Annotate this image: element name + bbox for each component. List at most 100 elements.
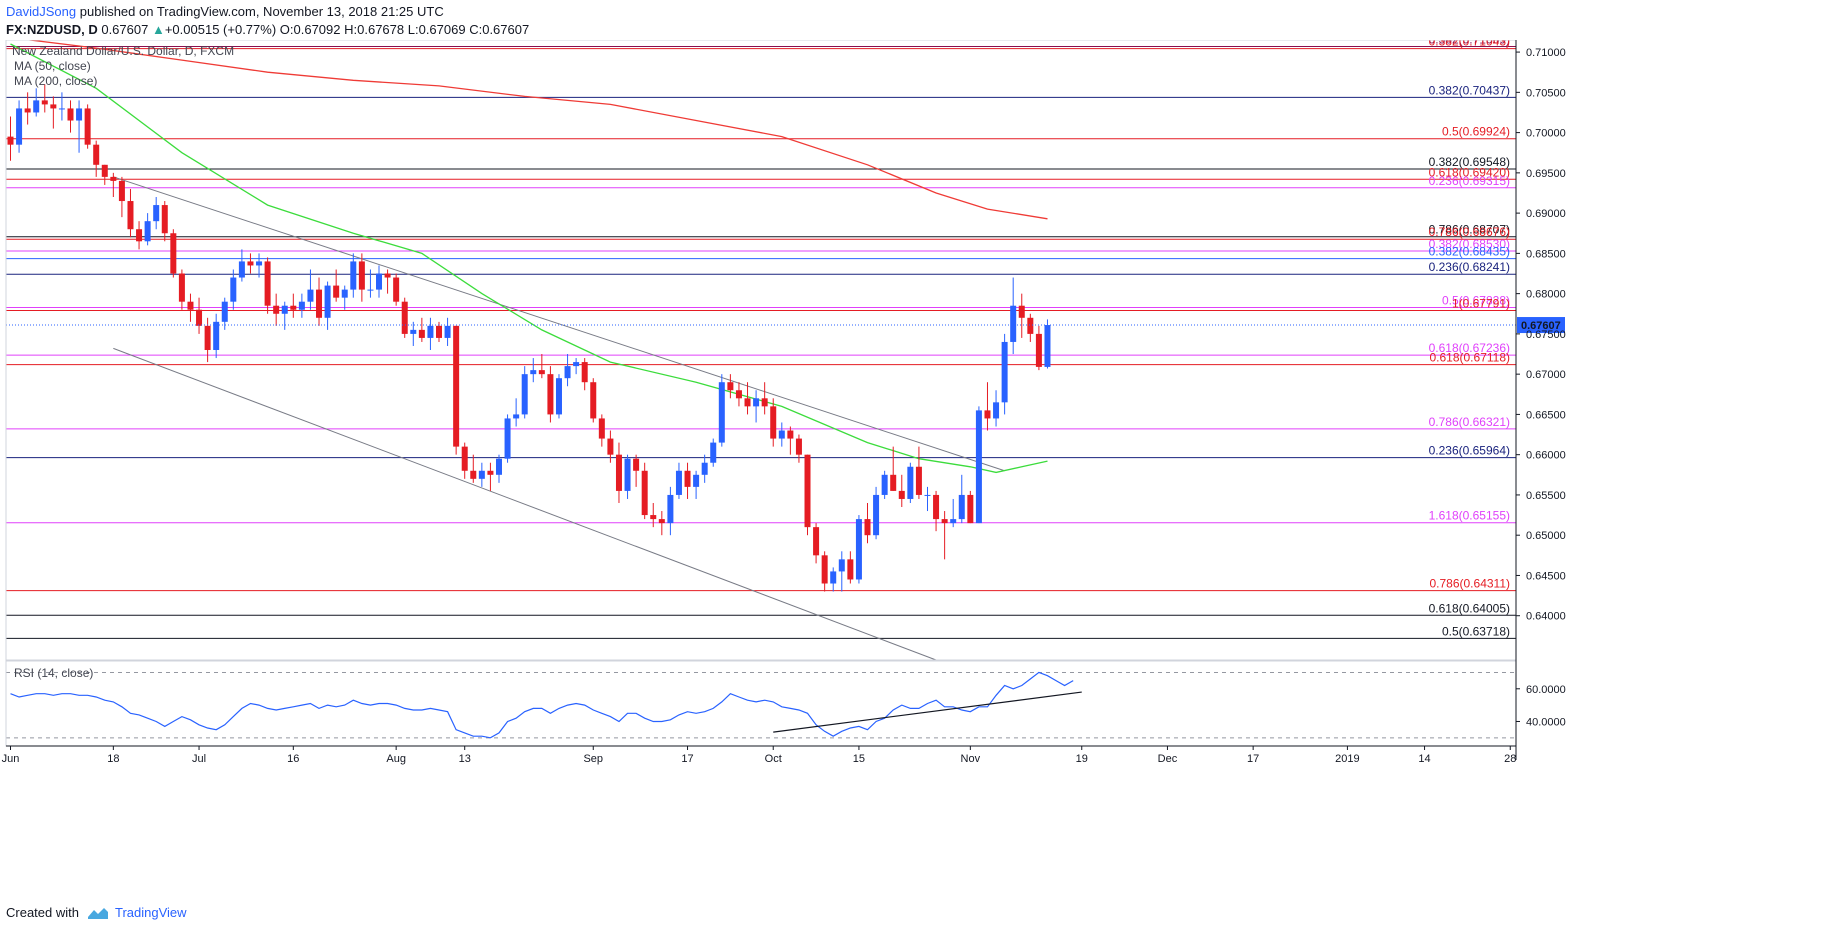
time-tick-label: 16 bbox=[287, 753, 299, 765]
candle-body bbox=[641, 470, 648, 516]
time-tick-label: Dec bbox=[1158, 753, 1178, 765]
candle-body bbox=[958, 494, 965, 520]
candle-body bbox=[376, 273, 383, 290]
price-tick-label: 0.70500 bbox=[1526, 87, 1566, 99]
chart-title: New Zealand Dollar/U.S. Dollar, D, FXCM bbox=[12, 44, 234, 58]
candle-body bbox=[487, 470, 494, 475]
time-tick-label: 17 bbox=[1247, 753, 1259, 765]
price-chart[interactable]: 0.382(0.71069)0.382(0.71043) 0.382(0.7043… bbox=[0, 40, 1828, 902]
candle-body bbox=[213, 321, 220, 350]
rsi-pane[interactable]: RSI (14, close) bbox=[6, 666, 1516, 739]
candle-body bbox=[33, 100, 40, 113]
candle-body bbox=[821, 555, 828, 584]
time-tick-label: 19 bbox=[1076, 753, 1088, 765]
price-tick-label: 0.67000 bbox=[1526, 369, 1566, 381]
time-tick-label: Oct bbox=[765, 753, 782, 765]
symbol-label: FX:NZDUSD, D bbox=[6, 22, 98, 37]
author-link[interactable]: DavidJSong bbox=[6, 4, 77, 19]
candle-body bbox=[581, 362, 588, 383]
candle-body bbox=[684, 470, 691, 487]
candle-body bbox=[453, 325, 460, 447]
change-value: +0.00515 (+0.77%) bbox=[164, 22, 277, 37]
candle-body bbox=[873, 494, 880, 536]
time-tick-label: 2019 bbox=[1335, 753, 1359, 765]
candle-body bbox=[50, 104, 57, 109]
time-tick-label: 15 bbox=[853, 753, 865, 765]
time-tick-label: Aug bbox=[386, 753, 406, 765]
publish-header: DavidJSong published on TradingView.com,… bbox=[6, 4, 444, 20]
candle-body bbox=[1018, 305, 1025, 318]
candle-body bbox=[1001, 341, 1008, 403]
ma200-legend: MA (200, close) bbox=[14, 74, 97, 88]
ma50-legend: MA (50, close) bbox=[14, 59, 91, 73]
candle-body bbox=[298, 301, 305, 310]
time-tick-label: Jun bbox=[2, 753, 20, 765]
candle-body bbox=[735, 390, 742, 399]
main-pane[interactable]: 0.382(0.71069)0.382(0.71043) 0.382(0.7043… bbox=[6, 40, 1516, 661]
tradingview-link[interactable]: TradingView bbox=[114, 905, 187, 920]
level-label: 0.236(0.68241) bbox=[1429, 260, 1510, 274]
footer: Created with TradingView bbox=[6, 905, 187, 920]
candle-body bbox=[101, 164, 108, 177]
candle-body bbox=[787, 430, 794, 439]
candle-body bbox=[761, 398, 768, 407]
last-price: 0.67607 bbox=[101, 22, 149, 37]
level-label: 1(0.67791) bbox=[1452, 296, 1510, 310]
candle-body bbox=[804, 454, 811, 528]
candle-body bbox=[110, 176, 117, 181]
candle-body bbox=[813, 527, 820, 556]
candle-body bbox=[324, 285, 331, 318]
candle-body bbox=[136, 229, 143, 242]
candle-body bbox=[307, 289, 314, 302]
candle-body bbox=[778, 430, 785, 439]
level-label: 0.618(0.67236) bbox=[1429, 341, 1510, 355]
price-tick-label: 0.68500 bbox=[1526, 248, 1566, 260]
price-tick-label: 0.64500 bbox=[1526, 570, 1566, 582]
candle-body bbox=[607, 438, 614, 455]
candle-body bbox=[564, 366, 571, 379]
candle-body bbox=[221, 301, 228, 322]
candle-body bbox=[795, 438, 802, 455]
candle-body bbox=[573, 362, 580, 367]
rsi-trendline bbox=[773, 691, 1082, 733]
candle-body bbox=[915, 466, 922, 495]
candle-body bbox=[178, 273, 185, 302]
candle-body bbox=[744, 398, 751, 407]
level-label: 1.618(0.65155) bbox=[1429, 509, 1510, 523]
last-price-tag bbox=[1517, 317, 1565, 334]
candle-body bbox=[1035, 333, 1042, 367]
candle-body bbox=[410, 329, 417, 334]
candle-body bbox=[436, 325, 442, 338]
time-tick-label: Nov bbox=[961, 753, 981, 765]
candle-body bbox=[384, 273, 391, 278]
candle-body bbox=[393, 277, 400, 302]
candle-body bbox=[727, 382, 734, 391]
candle-body bbox=[144, 221, 151, 242]
candle-body bbox=[341, 289, 348, 298]
rsi-tick-label: 60.0000 bbox=[1526, 684, 1566, 696]
candle-body bbox=[444, 325, 451, 338]
tradingview-logo-icon bbox=[87, 907, 108, 919]
level-label: 0.618(0.67118) bbox=[1429, 351, 1510, 365]
candle-body bbox=[76, 108, 83, 121]
candle-body bbox=[650, 515, 657, 520]
level-label: 0.236(0.65964) bbox=[1429, 444, 1510, 458]
ma200-line bbox=[24, 40, 1048, 220]
candle-body bbox=[975, 410, 982, 524]
candle-body bbox=[16, 108, 23, 145]
candle-body bbox=[530, 370, 537, 375]
candle-body bbox=[238, 261, 245, 278]
candle-body bbox=[7, 136, 14, 145]
candle-body bbox=[58, 108, 65, 110]
candle-body bbox=[667, 494, 674, 524]
candle-body bbox=[984, 410, 991, 419]
candle-body bbox=[290, 305, 297, 310]
candle-body bbox=[478, 470, 485, 479]
candle-body bbox=[196, 309, 203, 326]
high-value: H:0.67678 bbox=[344, 22, 405, 37]
price-tick-label: 0.68000 bbox=[1526, 289, 1566, 301]
change-arrow-icon: ▲ bbox=[151, 22, 165, 37]
rsi-tick-label: 40.0000 bbox=[1526, 716, 1566, 728]
candle-body bbox=[907, 466, 914, 499]
candle-body bbox=[1044, 325, 1051, 367]
